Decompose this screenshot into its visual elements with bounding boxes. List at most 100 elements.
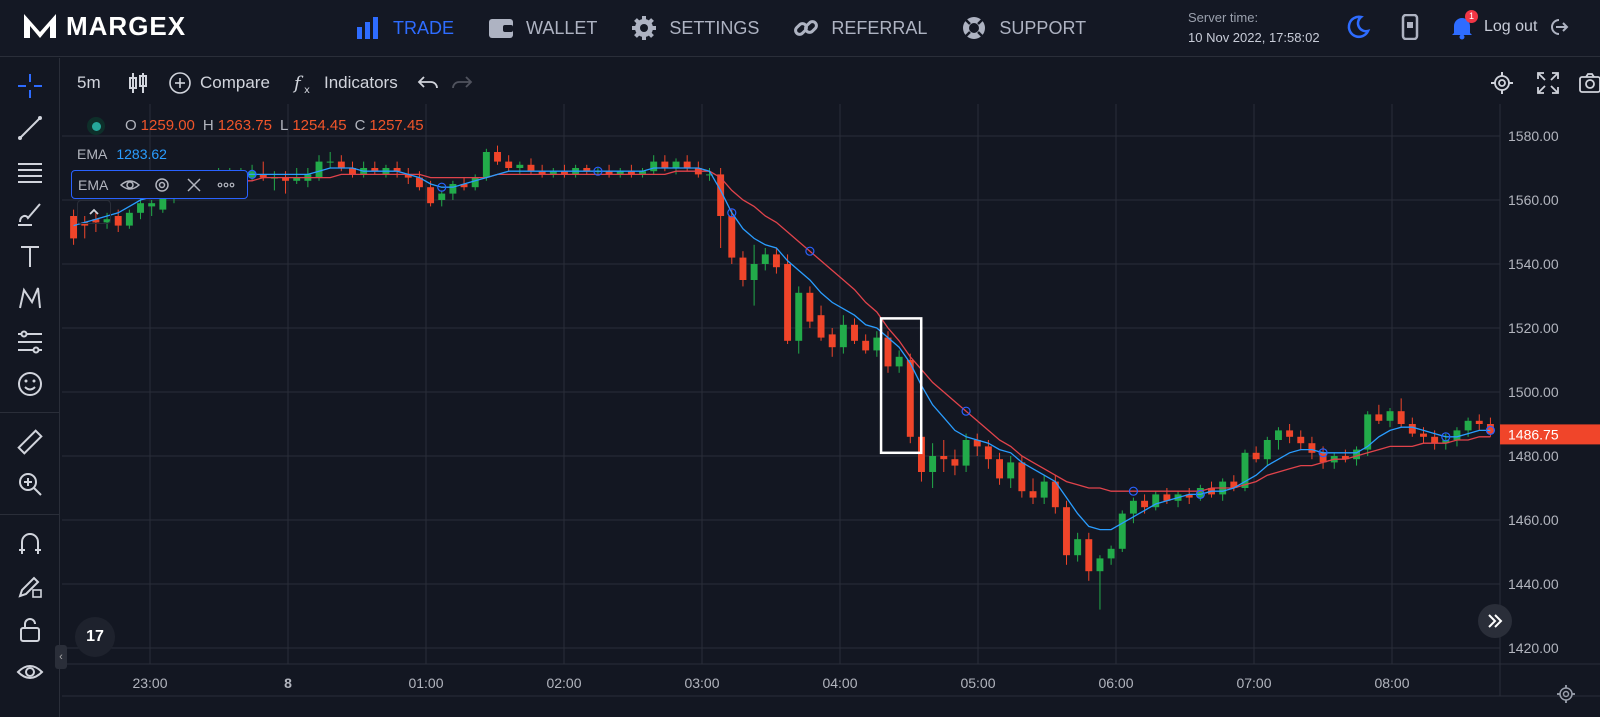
hide-drawings-tool[interactable]: [14, 656, 46, 688]
candle-body: [750, 264, 758, 280]
candle-body: [1051, 481, 1059, 508]
candle-body: [984, 446, 992, 460]
last-price-label: 1486.75: [1508, 426, 1559, 442]
trend-line-tool[interactable]: [14, 112, 46, 144]
crosshair-tool[interactable]: [14, 70, 46, 102]
chart-type-button[interactable]: [126, 70, 150, 96]
svg-text:x: x: [304, 85, 310, 95]
redo-button[interactable]: [450, 70, 474, 96]
open-value: 1259.00: [140, 117, 195, 134]
tradingview-logo[interactable]: 17: [75, 617, 115, 657]
scroll-to-realtime-button[interactable]: [1478, 604, 1512, 638]
candle-body: [1308, 443, 1316, 453]
nav-support[interactable]: SUPPORT: [961, 14, 1086, 42]
magnet-tool[interactable]: [14, 528, 46, 560]
candle-body: [817, 315, 825, 338]
candle-body: [415, 177, 423, 188]
candle-body: [851, 324, 858, 341]
candle-body: [1397, 411, 1405, 424]
ema-fast-label: EMA: [77, 146, 108, 162]
ema-fast-value: 1283.62: [116, 146, 167, 162]
price-chart[interactable]: 1580.00 1560.00 1540.00 1520.00 1500.00 1480.…: [62, 104, 1600, 717]
candle-body: [962, 440, 970, 466]
nav-wallet[interactable]: WALLET: [488, 14, 597, 42]
candle-body: [1230, 481, 1238, 488]
pattern-tool[interactable]: [14, 282, 46, 314]
time-tick-label: 06:00: [1098, 675, 1133, 691]
candle-body: [293, 177, 301, 181]
candle-body: [449, 184, 457, 194]
candle-body: [605, 171, 613, 175]
candle-body: [259, 174, 267, 178]
plus-circle-icon: [169, 72, 191, 94]
interval-selector[interactable]: 5m: [77, 70, 101, 96]
unlock-icon: [20, 618, 40, 642]
chart-settings-button[interactable]: [1490, 70, 1514, 96]
zoom-tool[interactable]: [14, 468, 46, 500]
trend-line-icon: [18, 116, 42, 140]
prediction-tool[interactable]: [14, 326, 46, 358]
collapse-legend-button[interactable]: [77, 200, 111, 224]
candle-body: [884, 337, 892, 367]
text-tool[interactable]: [14, 240, 46, 272]
ema-legend-slow[interactable]: EMA: [71, 170, 248, 199]
svg-text:f: f: [292, 73, 304, 94]
server-time-label: Server time:: [1188, 10, 1259, 25]
high-value: 1263.75: [217, 117, 272, 134]
compare-button[interactable]: Compare: [168, 70, 270, 96]
brush-tool[interactable]: [14, 198, 46, 230]
more-icon[interactable]: [216, 175, 236, 195]
pattern-icon: [19, 287, 41, 309]
time-tick-label: 8: [284, 675, 292, 691]
eye-icon[interactable]: [120, 175, 141, 195]
mobile-app-button[interactable]: [1397, 13, 1423, 41]
candle-body: [862, 340, 870, 351]
nav-referral-label: REFERRAL: [831, 17, 928, 38]
toggle-toolbar-button[interactable]: ‹: [55, 645, 67, 669]
candle-body: [1263, 440, 1271, 460]
candle-body: [1341, 456, 1349, 460]
pencil-lock-icon: [18, 576, 42, 598]
candle-body: [549, 171, 557, 175]
candle-body: [683, 161, 691, 168]
candle-body: [114, 216, 122, 226]
lock-all-tool[interactable]: [14, 614, 46, 646]
margex-logo[interactable]: MARGEX: [22, 10, 186, 42]
snapshot-button[interactable]: [1578, 70, 1600, 96]
candle-body: [739, 257, 747, 280]
time-tick-label: 08:00: [1374, 675, 1409, 691]
gear-icon[interactable]: [1556, 684, 1576, 704]
nav-trade[interactable]: TRADE: [355, 14, 454, 42]
candle-body: [1241, 452, 1249, 488]
logout-button[interactable]: Log out: [1484, 16, 1569, 38]
candle-body: [795, 292, 803, 341]
highlight-box: [879, 317, 923, 455]
notifications-button[interactable]: 1: [1449, 10, 1478, 40]
candle-body: [494, 152, 501, 162]
fib-tool[interactable]: [14, 156, 46, 188]
measure-tool[interactable]: [14, 426, 46, 458]
ema-legend-fast[interactable]: EMA 1283.62: [77, 146, 167, 162]
candle-body: [672, 161, 680, 168]
undo-button[interactable]: [416, 70, 440, 96]
fullscreen-button[interactable]: [1536, 70, 1560, 96]
nav-settings[interactable]: SETTINGS: [631, 14, 759, 42]
close-icon[interactable]: [184, 175, 204, 195]
candle-body: [1074, 539, 1082, 556]
candle-body: [92, 219, 100, 223]
candle-body: [639, 171, 647, 175]
candle-body: [1353, 449, 1361, 460]
candle-body: [1018, 462, 1026, 492]
candle-body: [1464, 420, 1472, 431]
nav-referral[interactable]: REFERRAL: [793, 14, 927, 42]
emoji-tool[interactable]: [14, 368, 46, 400]
candle-body: [951, 459, 959, 466]
theme-toggle[interactable]: [1345, 14, 1371, 40]
gear-icon[interactable]: [152, 175, 172, 195]
candle-body: [371, 168, 379, 172]
price-tick-label: 1460.00: [1508, 512, 1559, 528]
redo-icon: [452, 76, 473, 89]
lock-drawing-tool[interactable]: [14, 570, 46, 602]
candle-body: [560, 171, 568, 175]
